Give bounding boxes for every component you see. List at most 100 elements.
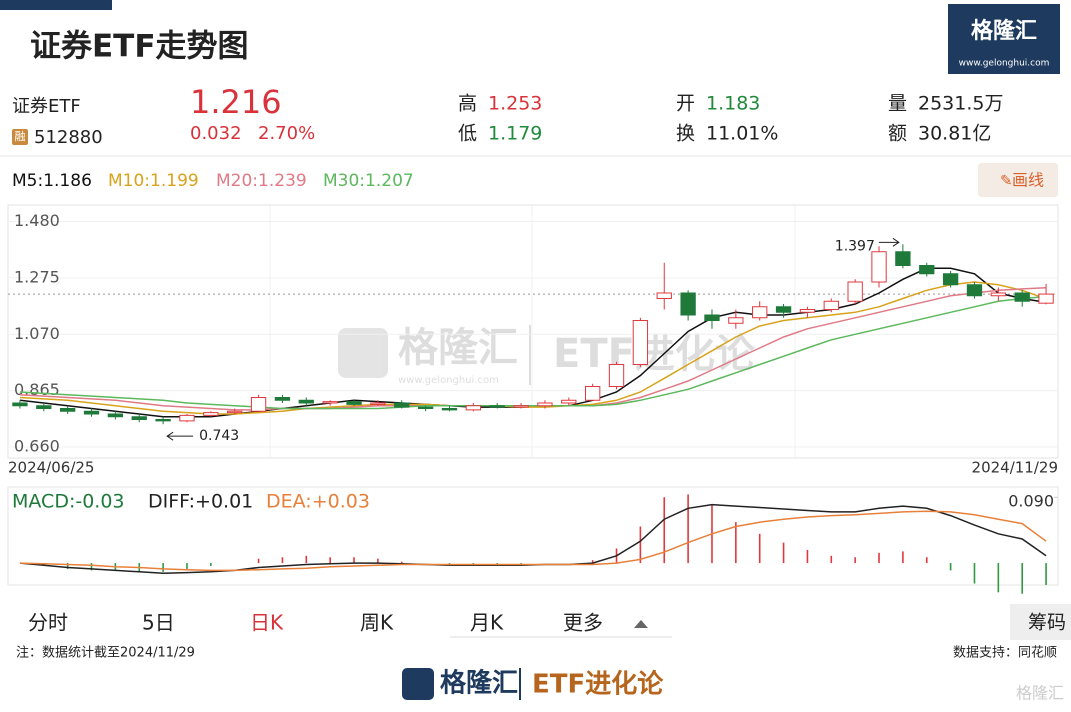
candle-body xyxy=(799,309,816,313)
candle-body xyxy=(990,292,1007,297)
stat-value: 11.01% xyxy=(706,123,778,145)
badge: 融 xyxy=(15,130,26,143)
corner-watermark: 格隆汇 xyxy=(1016,684,1064,703)
y-tick-label: 0.090 xyxy=(1008,492,1054,511)
logo-box xyxy=(948,4,1060,74)
candle-body xyxy=(489,405,505,408)
legend-entry: DIFF:+0.01 xyxy=(148,491,253,513)
candle-body xyxy=(155,419,171,422)
candle-body xyxy=(1038,293,1054,304)
y-tick-label: 0.660 xyxy=(14,437,60,456)
side-button-bg[interactable] xyxy=(1010,604,1071,640)
candle-body xyxy=(322,401,338,404)
corner-band xyxy=(0,0,112,10)
high-arrow xyxy=(878,237,900,247)
candle-body xyxy=(107,413,124,418)
y-tick-label: 1.480 xyxy=(14,211,60,230)
last-price: 1.216 xyxy=(190,83,282,121)
tab[interactable]: 更多 xyxy=(563,611,603,635)
watermark-icon xyxy=(338,328,388,378)
tab[interactable]: 分时 xyxy=(28,611,68,635)
candle-body xyxy=(36,405,52,409)
candle-body xyxy=(12,402,28,407)
stat-label: 低 xyxy=(458,123,477,145)
watermark-column: ETF进化论 xyxy=(553,331,756,377)
candle-body xyxy=(561,399,577,404)
candle-body xyxy=(250,397,267,412)
candle-body xyxy=(728,317,744,324)
more-arrow[interactable] xyxy=(634,620,648,628)
ma-line xyxy=(19,295,1047,410)
footer-note: 注：数据统计截至2024/11/29 xyxy=(16,646,195,661)
draw-icon[interactable]: ✎ xyxy=(1000,172,1013,190)
stat-label: 换 xyxy=(676,123,695,145)
stat-value: 1.183 xyxy=(706,93,760,115)
candle-body xyxy=(370,402,386,405)
y-tick-label: 1.275 xyxy=(14,267,60,286)
candle-body xyxy=(441,408,458,411)
candle-body xyxy=(775,306,792,313)
x-tick-label: 2024/06/25 xyxy=(8,459,94,477)
stat-label: 开 xyxy=(676,93,695,115)
candle-body xyxy=(83,410,100,415)
low-annotation: 0.743 xyxy=(199,428,239,444)
footer-column: ETF进化论 xyxy=(532,670,664,700)
badge-bg xyxy=(12,129,28,145)
x-tick-label: 2024/11/29 xyxy=(972,459,1058,477)
candle-body xyxy=(585,386,601,401)
candle-body xyxy=(465,405,482,411)
logo: 格隆汇 www.gelonghui.com xyxy=(948,4,1060,74)
draw-button-bg[interactable] xyxy=(978,163,1058,197)
candle-body xyxy=(847,281,863,302)
logo-text: 格隆汇 xyxy=(971,18,1037,44)
candle-body xyxy=(394,402,410,408)
candle-body xyxy=(227,410,243,414)
legend-entry: M30:1.207 xyxy=(323,171,414,191)
draw-button[interactable]: ✎ 画线 xyxy=(978,163,1058,197)
ma-line xyxy=(19,267,1047,418)
candle-body xyxy=(346,401,362,405)
security-name: 证券ETF xyxy=(12,96,81,117)
tab[interactable]: 月K xyxy=(470,611,504,635)
stat-label: 量 xyxy=(888,93,907,115)
macd-line xyxy=(19,510,1047,572)
candle-body xyxy=(823,300,839,310)
footer-source: 数据支持：同花顺 xyxy=(953,645,1057,661)
candle-body xyxy=(680,292,696,316)
candle-body xyxy=(60,408,76,412)
candle-body xyxy=(274,397,291,401)
legend-entry: M10:1.199 xyxy=(108,171,199,191)
ma-line xyxy=(19,287,1047,411)
watermark-url: www.gelonghui.com xyxy=(398,375,499,386)
draw-button-label[interactable]: 画线 xyxy=(1012,171,1044,190)
stat-value: 30.81亿 xyxy=(918,123,991,145)
legend-entry: M5:1.186 xyxy=(12,171,92,191)
high-annotation: 1.397 xyxy=(835,238,875,254)
candle-body xyxy=(919,265,935,275)
tab[interactable]: 日K xyxy=(250,611,284,635)
stat-label: 额 xyxy=(888,123,907,145)
candle-body xyxy=(179,414,195,422)
watermark: 格隆汇 www.gelonghui.com ETF进化论 xyxy=(338,325,756,386)
stat-label: 高 xyxy=(458,93,477,115)
legend-entry: M20:1.239 xyxy=(216,171,307,191)
tab[interactable]: 5日 xyxy=(142,611,175,635)
tab-bar: 筹码 xyxy=(450,604,1071,640)
macd-line xyxy=(19,503,1047,575)
y-tick-label: 1.070 xyxy=(14,324,60,343)
stat-value: 1.179 xyxy=(488,123,542,145)
side-button[interactable]: 筹码 xyxy=(1028,612,1066,634)
candle-body xyxy=(1014,292,1030,302)
price-frame xyxy=(7,204,1059,459)
tab[interactable]: 周K xyxy=(360,611,394,635)
legend-entry: DEA:+0.03 xyxy=(266,491,370,513)
candle-body xyxy=(895,251,911,266)
page-title: 证券ETF走势图 xyxy=(30,29,249,65)
footer-logo: 格隆汇 xyxy=(440,668,518,699)
candle-body xyxy=(131,416,147,420)
candle-body xyxy=(942,273,959,286)
legend-entry: MACD:-0.03 xyxy=(12,491,125,513)
footer-logo-icon xyxy=(402,668,434,700)
stat-value: 1.253 xyxy=(488,93,542,115)
